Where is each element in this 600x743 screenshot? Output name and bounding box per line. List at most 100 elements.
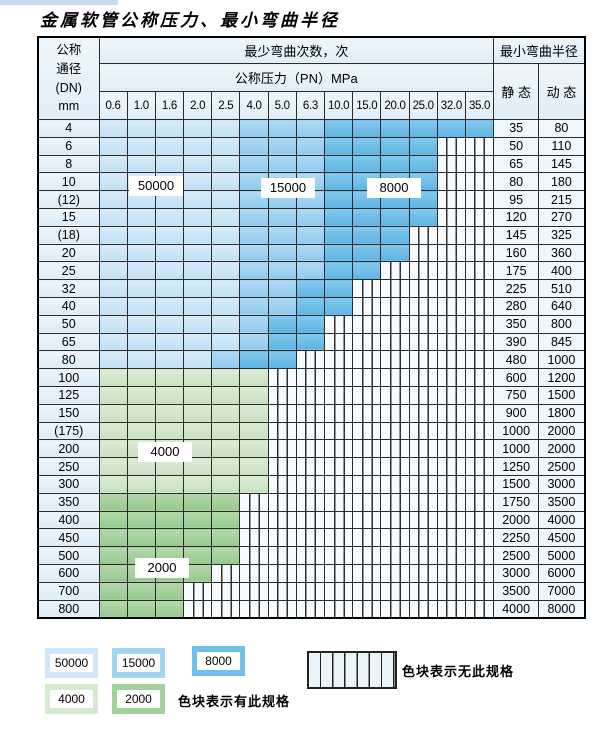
spec-cell	[154, 368, 185, 387]
scan-edge-strip	[0, 0, 118, 5]
no-spec-cell	[436, 474, 466, 494]
no-spec-cell	[295, 510, 326, 530]
dynamic-radius-value: 1200	[538, 368, 586, 387]
spec-cell	[380, 154, 410, 174]
spec-cell	[211, 528, 241, 548]
spec-cell	[183, 492, 213, 512]
spec-cell	[183, 368, 213, 387]
no-spec-cell	[380, 474, 410, 494]
corner-cell-dn: 公称 通径 (DN) mm	[37, 36, 100, 120]
corner-line: 通径	[56, 61, 82, 76]
no-spec-cell	[211, 599, 241, 619]
no-spec-cell	[408, 261, 438, 281]
spec-cell	[267, 261, 297, 281]
spec-cell	[126, 136, 156, 156]
no-spec-cell	[295, 528, 326, 548]
no-spec-cell	[436, 207, 466, 227]
spec-cell	[183, 172, 213, 192]
no-spec-cell	[352, 385, 382, 405]
dynamic-header: 动 态	[538, 63, 586, 120]
dynamic-radius-value: 510	[538, 279, 586, 298]
spec-cell	[98, 314, 128, 334]
pressure-column-header: 15.0	[352, 91, 382, 120]
static-radius-value: 600	[493, 368, 540, 387]
no-spec-cell	[436, 261, 466, 281]
spec-cell	[239, 207, 269, 227]
no-spec-cell	[323, 510, 354, 530]
row-dn-label: 20	[37, 243, 100, 263]
spec-cell	[352, 261, 382, 281]
static-radius-value: 1500	[493, 474, 540, 494]
spec-cell	[154, 296, 185, 316]
row-dn-label: 25	[37, 261, 100, 281]
row-dn-label: 300	[37, 474, 100, 494]
no-spec-cell	[436, 368, 466, 387]
dynamic-radius-value: 2000	[538, 421, 586, 441]
no-spec-cell	[267, 599, 297, 619]
spec-cell	[267, 119, 297, 138]
spec-cell	[239, 457, 269, 476]
no-spec-cell	[436, 510, 466, 530]
spec-cell	[126, 385, 156, 405]
row-dn-label: 8	[37, 154, 100, 174]
no-spec-cell	[380, 421, 410, 441]
spec-cell	[211, 172, 241, 192]
no-spec-cell	[436, 599, 466, 619]
no-spec-cell	[295, 368, 326, 387]
no-spec-cell	[267, 403, 297, 423]
static-radius-value: 160	[493, 243, 540, 263]
dynamic-radius-value: 1000	[538, 350, 586, 370]
spec-cell	[183, 154, 213, 174]
no-spec-cell	[436, 492, 466, 512]
spec-cell	[183, 261, 213, 281]
table-row: 350 1750 3500	[37, 492, 586, 512]
dynamic-radius-value: 1800	[538, 403, 586, 423]
no-spec-cell	[380, 439, 410, 459]
row-dn-label: 15	[37, 207, 100, 227]
no-spec-cell	[464, 421, 495, 441]
spec-cell	[295, 279, 326, 298]
row-dn-label: 350	[37, 492, 100, 512]
spec-cell	[239, 119, 269, 138]
no-spec-cell	[464, 225, 495, 245]
spec-cell	[126, 510, 156, 530]
dynamic-radius-value: 3500	[538, 492, 586, 512]
spec-cell	[352, 243, 382, 263]
no-spec-cell	[295, 581, 326, 601]
no-spec-cell	[408, 474, 438, 494]
pressure-column-header: 0.6	[98, 91, 128, 120]
pressure-column-header: 5.0	[267, 91, 297, 120]
spec-cell	[380, 119, 410, 138]
dynamic-radius-value: 215	[538, 190, 586, 209]
no-spec-cell	[295, 457, 326, 476]
dynamic-radius-value: 4000	[538, 510, 586, 530]
spec-cell	[295, 314, 326, 334]
spec-cell	[436, 119, 466, 138]
no-spec-cell	[464, 350, 495, 370]
no-spec-cell	[408, 368, 438, 387]
spec-cell	[126, 492, 156, 512]
spec-cell	[267, 296, 297, 316]
no-spec-cell	[295, 403, 326, 423]
no-spec-cell	[267, 546, 297, 565]
table-row: 400 2000 4000	[37, 510, 586, 530]
pressure-column-header: 10.0	[323, 91, 354, 120]
dynamic-radius-value: 6000	[538, 563, 586, 583]
static-radius-value: 80	[493, 172, 540, 192]
no-spec-cell	[464, 172, 495, 192]
no-spec-cell	[408, 457, 438, 476]
no-spec-cell	[408, 581, 438, 601]
spec-cell	[126, 243, 156, 263]
no-spec-cell	[464, 296, 495, 316]
spec-cell	[352, 225, 382, 245]
no-spec-cell	[267, 581, 297, 601]
table-row: 450 2250 4500	[37, 528, 586, 548]
dynamic-radius-value: 8000	[538, 599, 586, 619]
no-spec-cell	[352, 457, 382, 476]
spec-cell	[154, 581, 185, 601]
spec-cell	[154, 314, 185, 334]
spec-cell	[211, 510, 241, 530]
no-spec-cell	[267, 563, 297, 583]
no-spec-cell	[436, 563, 466, 583]
static-radius-value: 65	[493, 154, 540, 174]
